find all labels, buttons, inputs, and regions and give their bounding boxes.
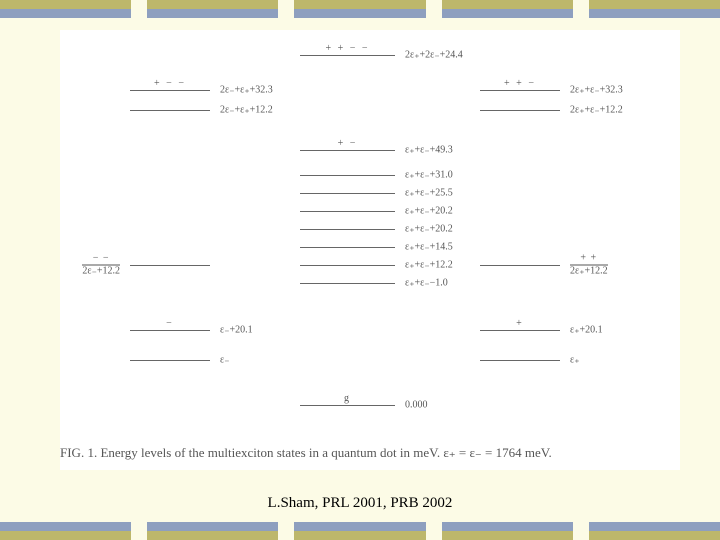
energy-level-line <box>300 55 395 56</box>
energy-level-fraction: + +2ε₊+12.2 <box>570 254 608 277</box>
state-label: + + − − <box>325 43 369 54</box>
energy-level-line <box>300 193 395 194</box>
energy-level-diagram: + + − − 2ε₊+2ε₋+24.4 + − − 2ε₋+ε₊+32.3 + + −… <box>60 30 680 470</box>
energy-value: ε₊+ε₋+14.5 <box>405 242 453 253</box>
energy-value: 2ε₋+ε₊+32.3 <box>220 85 273 96</box>
state-label: + <box>516 318 524 329</box>
energy-value: 2ε₊+2ε₋+24.4 <box>405 50 463 61</box>
decor-bar-bottom <box>0 522 720 540</box>
decor-bar-top <box>0 0 720 18</box>
energy-value: ε₊+ε₋−1.0 <box>405 278 448 289</box>
energy-level-line <box>300 405 395 406</box>
energy-level-line <box>300 211 395 212</box>
energy-level-line <box>300 265 395 266</box>
energy-level-line <box>480 90 560 91</box>
energy-level-line <box>300 247 395 248</box>
energy-level-line <box>130 110 210 111</box>
state-label: + + − <box>504 78 536 89</box>
figure-caption: FIG. 1. Energy levels of the multiexcito… <box>60 445 680 462</box>
energy-value: 2ε₋+ε₊+12.2 <box>220 105 273 116</box>
energy-level-line <box>130 90 210 91</box>
energy-value: ε₊+ε₋+31.0 <box>405 170 453 181</box>
energy-level-line <box>300 175 395 176</box>
energy-level-line <box>300 150 395 151</box>
energy-level-line <box>480 265 560 266</box>
state-label: + − <box>338 138 358 149</box>
energy-level-line <box>130 265 210 266</box>
energy-level-line <box>300 229 395 230</box>
citation-text: L.Sham, PRL 2001, PRB 2002 <box>0 495 720 512</box>
energy-value: ε₊+20.1 <box>570 325 603 336</box>
energy-value: 0.000 <box>405 400 428 411</box>
energy-level-fraction: − −2ε₋+12.2 <box>82 254 120 277</box>
energy-level-line <box>130 330 210 331</box>
energy-level-line <box>130 360 210 361</box>
energy-value: ε₊+ε₋+20.2 <box>405 206 453 217</box>
state-label: + − − <box>154 78 186 89</box>
energy-level-line <box>480 360 560 361</box>
energy-level-line <box>480 110 560 111</box>
energy-value: ε₋ <box>220 355 229 366</box>
energy-value: ε₋+20.1 <box>220 325 253 336</box>
energy-level-line <box>480 330 560 331</box>
energy-value: ε₊+ε₋+12.2 <box>405 260 453 271</box>
state-label: g <box>344 393 351 404</box>
energy-value: ε₊+ε₋+49.3 <box>405 145 453 156</box>
state-label: − <box>166 318 174 329</box>
energy-value: ε₊+ε₋+20.2 <box>405 224 453 235</box>
energy-value: 2ε₊+ε₋+12.2 <box>570 105 623 116</box>
energy-value: ε₊ <box>570 355 579 366</box>
energy-value: ε₊+ε₋+25.5 <box>405 188 453 199</box>
energy-level-line <box>300 283 395 284</box>
energy-value: 2ε₊+ε₋+32.3 <box>570 85 623 96</box>
